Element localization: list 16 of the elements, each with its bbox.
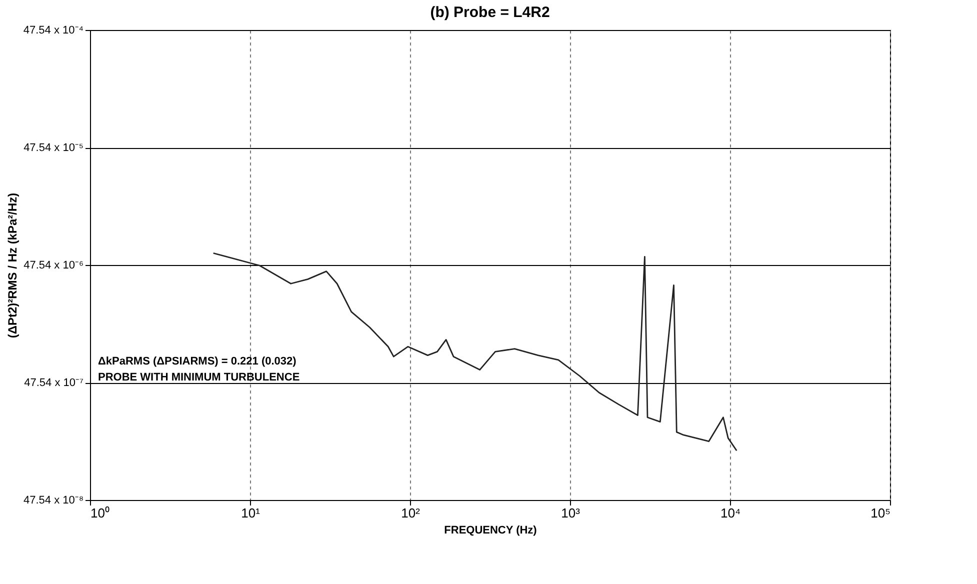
x-tick-label: 10⁴ [720,506,741,520]
y-tick-label: 47.54 x 10⁻⁴ [23,24,84,36]
y-tick-label: 47.54 x 10⁻⁶ [24,260,84,272]
annotation: ΔkPaRMS (ΔPSIARMS) = 0.221 (0.032) [98,355,297,368]
chart-title: (b) Probe = L4R2 [430,4,550,21]
x-axis-title: FREQUENCY (Hz) [444,524,538,536]
x-tick-label: 10⁵ [870,506,890,520]
y-tick-label: 47.54 x 10⁻⁷ [24,377,84,389]
x-tick-label: 10³ [561,506,581,520]
annotation: PROBE WITH MINIMUM TURBULENCE [98,371,300,384]
y-tick-label: 47.54 x 10⁻⁵ [24,142,84,154]
x-tick-label: 10¹ [241,506,261,520]
y-axis-title: (ΔPt2)²RMS / Hz (kPa²/Hz) [5,192,20,338]
x-tick-label: 10⁰ [90,506,110,520]
y-tick-label: 47.54 x 10⁻⁸ [23,494,84,506]
x-tick-label: 10² [401,506,421,520]
